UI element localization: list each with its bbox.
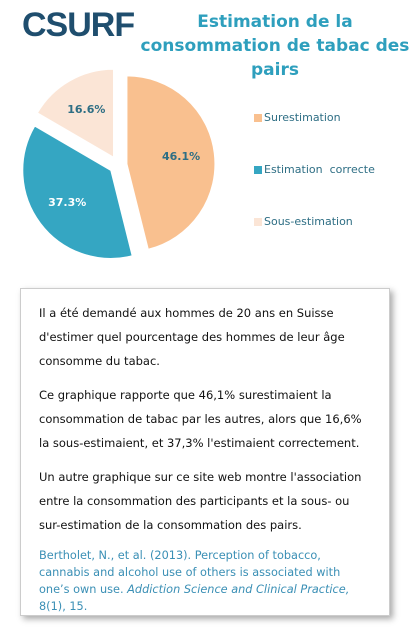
legend-swatch [254,218,262,226]
legend-swatch [254,114,262,122]
legend-swatch [254,166,262,174]
pie-slice [126,75,216,250]
chart-title: Estimation de la consommation de tabac d… [140,12,410,80]
citation: Bertholet, N., et al. (2013). Perception… [39,547,371,615]
citation-authors: Bertholet, N., et al. (2013). Perception… [39,549,341,596]
value-label: 46.1% [162,150,200,163]
value-label: 37.3% [48,196,86,209]
value-label: 16.6% [67,103,105,116]
pie-slice [22,125,133,259]
citation-issue: 8(1), 15. [39,600,88,613]
legend-label: Sous-estimation [264,215,353,228]
text-box: Il a été demandé aux hommes de 20 ans en… [20,288,390,616]
paragraph: Il a été demandé aux hommes de 20 ans en… [39,306,345,368]
legend-label: Surestimation [264,111,341,124]
logo: CSURF [22,6,135,44]
pie-slice [36,68,115,159]
paragraph: Un autre graphique sur ce site web montr… [39,470,362,532]
citation-journal: Addiction Science and Clinical Practice, [127,583,350,596]
legend-label: Estimation correcte [264,163,375,176]
paragraph: Ce graphique rapporte que 46,1% surestim… [39,388,362,450]
chart: 46.1% Surestimation 37.3% Estimation correc… [22,68,375,259]
